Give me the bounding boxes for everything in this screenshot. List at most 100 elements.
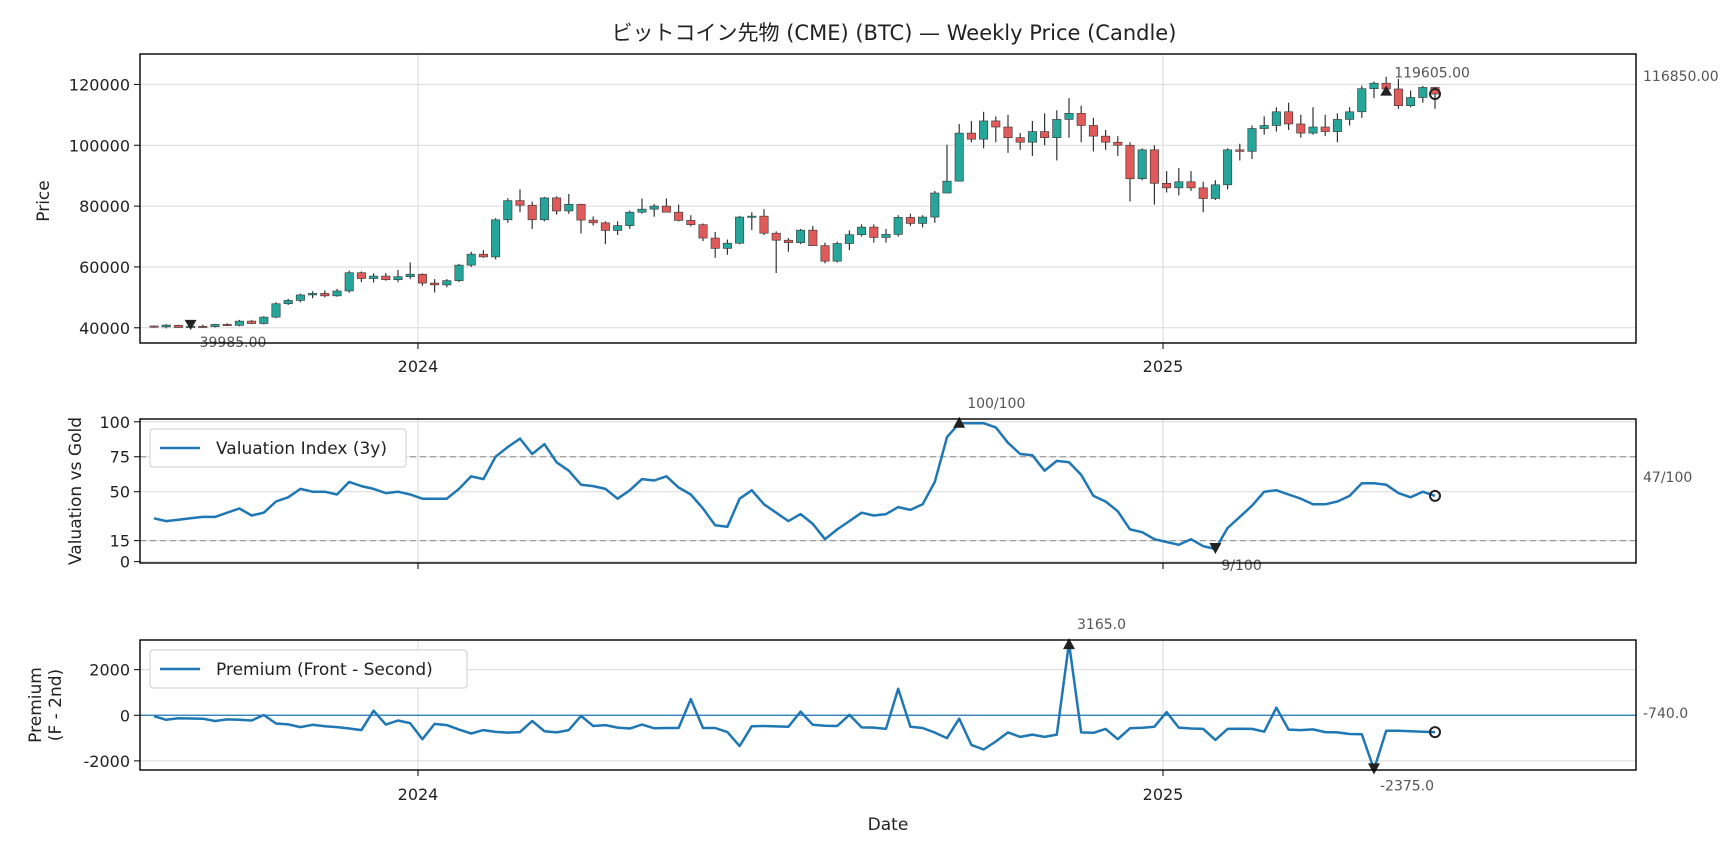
candle-up xyxy=(942,180,952,194)
candle-down xyxy=(222,324,232,326)
premium-legend-label: Premium (Front - Second) xyxy=(216,660,433,680)
candle-down xyxy=(1186,181,1196,189)
candle-down xyxy=(808,229,818,246)
candle-down xyxy=(1162,182,1172,189)
p2-ytick-label: 50 xyxy=(110,483,130,502)
candle-down xyxy=(1101,135,1111,143)
premium-min-label: -2375.0 xyxy=(1380,778,1434,794)
candle-up xyxy=(1064,113,1074,120)
candle-down xyxy=(1113,141,1123,146)
x-axis-label: Date xyxy=(868,815,909,835)
candle-down xyxy=(710,237,720,249)
candle-up xyxy=(1223,149,1233,186)
price-last-label: 116850.00 xyxy=(1643,69,1719,85)
candle-down xyxy=(1393,88,1403,107)
valuation-min-marker xyxy=(1209,543,1222,555)
candle-down xyxy=(1320,126,1330,132)
candle-up xyxy=(564,203,574,212)
candle-up xyxy=(442,280,452,286)
price-last-marker xyxy=(1429,88,1441,101)
candle-down xyxy=(430,282,440,286)
candle-up xyxy=(539,197,549,221)
candle-down xyxy=(820,245,830,262)
premium-y-label-line1: Premium(F - 2nd) xyxy=(26,667,66,743)
candle-up xyxy=(344,272,354,292)
price-min-marker xyxy=(184,319,197,330)
candle-down xyxy=(661,205,671,213)
candle-up xyxy=(722,242,732,249)
price-axes-frame xyxy=(139,53,1637,344)
candle-up xyxy=(979,120,989,140)
premium-max-label: 3165.0 xyxy=(1077,617,1126,633)
candle-up xyxy=(735,216,745,244)
candle-up xyxy=(893,217,903,235)
premium-last-label: -740.0 xyxy=(1643,706,1688,722)
candle-up xyxy=(832,243,842,262)
candle-down xyxy=(381,275,391,281)
candle-up xyxy=(613,225,623,231)
price-xtick-label: 2025 xyxy=(1143,357,1184,376)
candle-up xyxy=(405,273,415,277)
candle-down xyxy=(1284,111,1294,125)
candle-down xyxy=(1296,123,1306,134)
candle-down xyxy=(576,203,586,221)
p1-ytick-label: 60000 xyxy=(79,258,130,277)
candle-down xyxy=(698,224,708,239)
candle-up xyxy=(1052,119,1062,138)
candle-up xyxy=(1210,184,1220,199)
candle-up xyxy=(1357,88,1367,113)
valuation-max-label: 100/100 xyxy=(967,396,1025,412)
p2-ytick-label: 75 xyxy=(110,448,130,467)
candle-up xyxy=(234,320,244,326)
candle-down xyxy=(600,222,610,231)
candle-up xyxy=(844,234,854,244)
valuation-last-marker xyxy=(1429,489,1441,502)
premium-xtick-label: 2024 xyxy=(398,785,439,804)
premium-min-marker xyxy=(1368,763,1380,775)
valuation-legend-box xyxy=(149,428,407,468)
candle-down xyxy=(783,239,793,243)
candle-down xyxy=(771,232,781,241)
candle-up xyxy=(259,316,269,324)
candle-up xyxy=(295,294,305,301)
candle-down xyxy=(1125,144,1135,180)
candle-up xyxy=(369,275,379,279)
candle-up xyxy=(649,205,659,210)
chart-title: ビットコイン先物 (CME) (BTC) — Weekly Price (Can… xyxy=(612,21,1177,45)
candle-up xyxy=(1418,87,1428,98)
valuation-panel: 100/100 9/100 47/100 0 15 50 75 100 Valuation … xyxy=(66,396,1692,574)
candle-down xyxy=(1235,149,1245,152)
p2-ytick-label: 100 xyxy=(99,413,130,432)
candle-up xyxy=(332,290,342,297)
candle-up xyxy=(1027,131,1037,143)
candle-down xyxy=(1149,149,1159,184)
candle-down xyxy=(869,226,879,238)
candle-down xyxy=(674,211,684,221)
candle-down xyxy=(588,219,598,224)
candle-up xyxy=(881,234,891,238)
candle-down xyxy=(1076,113,1086,126)
candle-down xyxy=(1003,126,1013,138)
price-y-label: Price xyxy=(34,180,54,221)
candle-up xyxy=(796,229,806,243)
candle-down xyxy=(552,197,562,212)
valuation-axes-frame xyxy=(139,418,1637,564)
premium-series-line xyxy=(153,641,1436,771)
candle-up xyxy=(503,200,513,221)
candle-down xyxy=(1015,137,1025,143)
candle-down xyxy=(759,215,769,234)
candles-group xyxy=(149,76,1440,330)
premium-panel: 3165.0 -2375.0 -740.0 -2000 0 2000 2024 2025 P… xyxy=(26,617,1688,835)
candle-up xyxy=(491,219,501,258)
candle-down xyxy=(1088,125,1098,137)
candle-up xyxy=(1137,149,1147,180)
candle-down xyxy=(515,200,525,206)
candle-up xyxy=(161,324,171,328)
price-max-marker xyxy=(1380,85,1393,96)
candle-up xyxy=(857,226,867,236)
candle-up xyxy=(1345,111,1355,120)
candle-down xyxy=(966,132,976,140)
premium-max-marker xyxy=(1063,638,1075,650)
candle-down xyxy=(686,220,696,225)
